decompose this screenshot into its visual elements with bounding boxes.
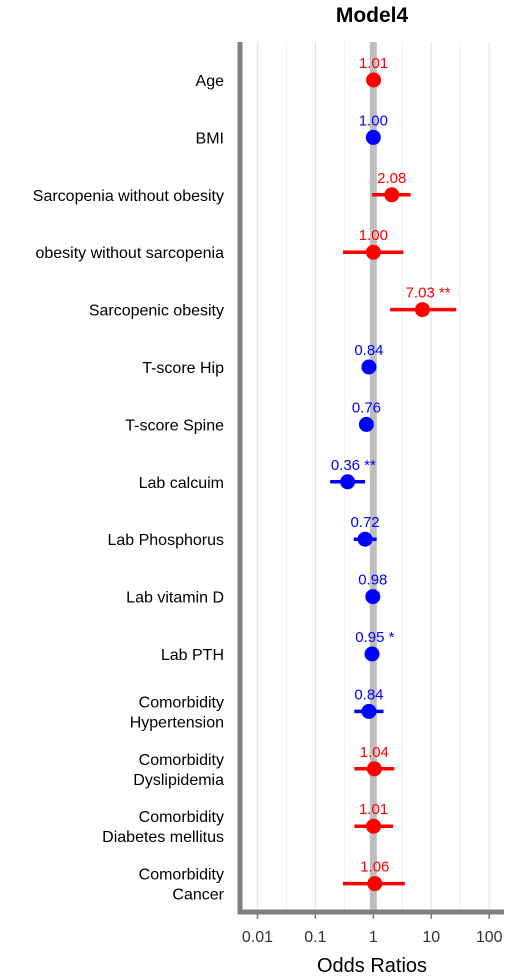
- value-label: 1.00: [359, 112, 388, 129]
- row-mark: 1.00: [359, 112, 388, 145]
- row-mark: 0.84: [354, 686, 384, 719]
- y-label: Hypertension: [130, 714, 224, 731]
- odds-ratio-point: [414, 302, 430, 318]
- y-label: Lab Phosphorus: [107, 532, 224, 549]
- x-tick-label: 1: [369, 929, 378, 946]
- y-label: Comorbidity: [139, 694, 224, 711]
- row-mark: 1.06: [343, 859, 405, 892]
- odds-ratio-point: [361, 359, 377, 375]
- x-tick-label: 0.1: [304, 929, 326, 946]
- y-label: Lab vitamin D: [126, 590, 224, 607]
- y-label: Lab PTH: [161, 647, 224, 664]
- odds-ratio-point: [357, 531, 373, 547]
- y-label: T-score Hip: [142, 360, 224, 377]
- value-label: 1.06: [360, 859, 389, 876]
- value-label: 1.00: [359, 227, 388, 244]
- y-label: Cancer: [172, 887, 224, 904]
- y-label: Age: [196, 73, 225, 90]
- y-label: Lab calcuim: [139, 475, 224, 492]
- value-label: 0.98: [358, 572, 387, 589]
- odds-ratio-point: [365, 244, 381, 260]
- row-mark: 0.72: [350, 514, 380, 547]
- value-label: 2.08: [377, 170, 406, 187]
- row-mark: 7.03 **: [390, 285, 457, 318]
- value-label: 0.36 **: [331, 457, 376, 474]
- y-label: Sarcopenic obesity: [89, 303, 224, 320]
- x-axis-title: Odds Ratios: [317, 955, 427, 977]
- odds-ratio-point: [361, 703, 377, 719]
- y-label: Diabetes mellitus: [102, 829, 224, 846]
- value-label: 0.84: [354, 686, 383, 703]
- y-label: T-score Spine: [125, 417, 224, 434]
- value-label: 0.76: [352, 399, 381, 416]
- x-tick-label: 100: [476, 929, 503, 946]
- y-label: BMI: [196, 130, 224, 147]
- odds-ratio-marks: 1.01 1.00 2.08 1.00 7.03 ** 0.84 0.76 0.36 ** 0.…: [330, 55, 457, 892]
- y-label: Comorbidity: [139, 752, 224, 769]
- y-label: Sarcopenia without obesity: [33, 188, 224, 205]
- value-label: 1.04: [360, 744, 389, 761]
- value-label: 0.84: [354, 342, 383, 359]
- value-label: 7.03 **: [406, 285, 451, 302]
- row-mark: 1.01: [354, 801, 394, 834]
- row-mark: 0.95 *: [355, 629, 395, 662]
- value-label: 0.95 *: [355, 629, 394, 646]
- row-mark: 1.04: [354, 744, 395, 777]
- y-label: Comorbidity: [139, 867, 224, 884]
- y-label: obesity without sarcopenia: [35, 245, 224, 262]
- value-label: 0.72: [350, 514, 379, 531]
- row-mark: 0.36 **: [330, 457, 376, 490]
- x-tick-label: 10: [422, 929, 440, 946]
- odds-ratio-point: [366, 72, 382, 88]
- odds-ratio-point: [366, 818, 382, 834]
- chart-title: Model4: [336, 4, 409, 27]
- row-mark: 0.76: [352, 399, 381, 432]
- x-axis-ticks: 0.01 0.1 1 10 100: [242, 914, 503, 946]
- odds-ratio-point: [366, 761, 382, 777]
- odds-ratio-point: [384, 187, 400, 203]
- odds-ratio-point: [365, 129, 381, 145]
- odds-ratio-point: [367, 876, 383, 892]
- x-tick-label: 0.01: [242, 929, 273, 946]
- row-mark: 1.01: [359, 55, 388, 88]
- odds-ratio-point: [365, 589, 381, 605]
- row-mark: 1.00: [343, 227, 404, 260]
- row-mark: 2.08: [372, 170, 411, 203]
- odds-ratio-point: [358, 416, 374, 432]
- y-label: Dyslipidemia: [133, 772, 224, 789]
- reference-line: [369, 42, 377, 912]
- odds-ratio-point: [364, 646, 380, 662]
- y-label: Comorbidity: [139, 809, 224, 826]
- row-mark: 0.84: [354, 342, 384, 375]
- y-axis-labels: Age BMI Sarcopenia without obesity obesity …: [33, 73, 225, 904]
- value-label: 1.01: [359, 801, 388, 818]
- value-label: 1.01: [359, 55, 388, 72]
- row-mark: 0.98: [358, 572, 387, 605]
- odds-ratio-point: [340, 474, 356, 490]
